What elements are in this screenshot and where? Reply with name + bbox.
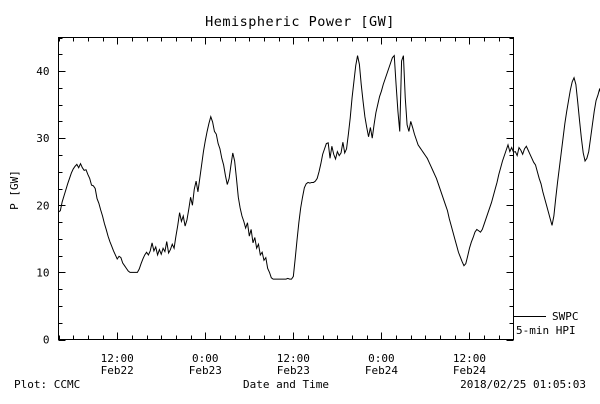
y-axis-ticks <box>59 39 514 341</box>
x-axis-title: Date and Time <box>243 378 329 391</box>
y-axis-tick-label: 40 <box>36 65 49 78</box>
x-axis-tick-date: Feb23 <box>189 364 222 377</box>
data-series-line <box>59 56 600 279</box>
y-axis-tick-label: 30 <box>36 132 49 145</box>
x-axis-tick-labels: 12:00Feb220:00Feb2312:00Feb230:00Feb2412… <box>101 352 487 377</box>
y-axis-tick-label: 10 <box>36 266 49 279</box>
y-axis-tick-label: 20 <box>36 199 49 212</box>
x-axis-tick-date: Feb24 <box>365 364 398 377</box>
x-axis-tick-date: Feb24 <box>453 364 486 377</box>
footer-left-credit: Plot: CCMC <box>14 378 80 391</box>
data-series-group <box>59 56 600 279</box>
legend-series-sublabel: 5-min HPI <box>516 324 576 337</box>
plot-frame <box>59 38 514 340</box>
y-axis-title: P [GW] <box>8 170 21 210</box>
x-axis-ticks <box>60 38 500 340</box>
footer-timestamp: 2018/02/25 01:05:03 <box>460 378 586 391</box>
legend-series-name: SWPC <box>552 310 579 323</box>
y-axis-tick-label: 0 <box>43 334 50 347</box>
chart-title: Hemispheric Power [GW] <box>205 14 395 30</box>
x-axis-tick-date: Feb23 <box>277 364 310 377</box>
y-axis-tick-labels: 0 10 20 30 40 <box>36 65 49 346</box>
x-axis-tick-date: Feb22 <box>101 364 134 377</box>
